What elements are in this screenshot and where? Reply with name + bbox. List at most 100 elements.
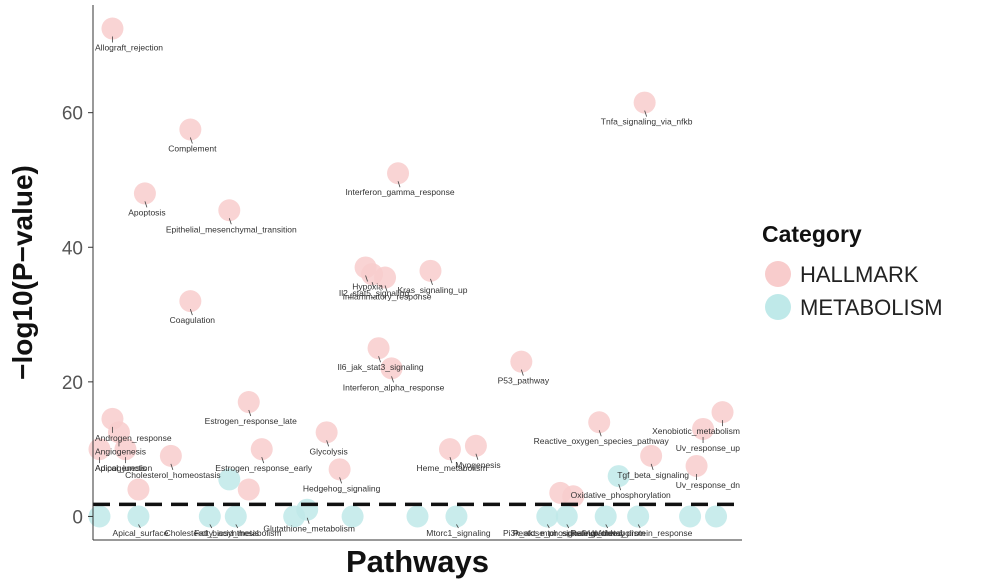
y-axis-title: −log10(P−value): [7, 165, 38, 380]
point-hallmark-22: [114, 438, 137, 461]
point-hallmark-8: [374, 266, 397, 289]
label-leader-hallmark-6: [365, 275, 368, 282]
point-hallmark-31: [127, 478, 150, 501]
point-label-metabolism-11: Pentose_phosphate_pathway: [513, 528, 626, 538]
legend-key-hallmark: [765, 261, 791, 287]
label-leader-hallmark-25: [449, 457, 453, 464]
point-hallmark-11: [367, 337, 390, 360]
point-label-hallmark-24: Estrogen_response_early: [215, 463, 313, 473]
label-leader-hallmark-29: [339, 477, 342, 484]
legend-label-hallmark: HALLMARK: [800, 262, 919, 287]
y-tick-label-60: 60: [62, 104, 83, 125]
y-tick-label-40: 40: [62, 238, 83, 259]
point-hallmark-26: [464, 434, 487, 457]
point-label-hallmark-28: Uv_response_dn: [676, 480, 741, 490]
point-metabolism-13: [627, 505, 650, 528]
point-metabolism-7: [341, 505, 364, 528]
point-labels-layer: Allograft_rejection Complement Tnfa_signal…: [95, 36, 741, 538]
point-metabolism-12: [607, 465, 630, 488]
point-hallmark-15: [711, 401, 734, 424]
point-label-hallmark-8: Inflammatory_response: [343, 292, 432, 302]
point-metabolism-9: [445, 505, 468, 528]
point-label-metabolism-13: Unfolded_protein_response: [588, 528, 693, 538]
label-leader-hallmark-11: [378, 356, 381, 363]
points-layer: [88, 17, 734, 528]
label-leader-hallmark-5: [397, 181, 401, 188]
point-hallmark-21: [88, 438, 111, 461]
point-label-hallmark-26: Myogenesis: [455, 460, 500, 470]
point-label-hallmark-6: Hypoxia: [352, 281, 383, 291]
point-label-hallmark-9: Kras_signaling_up: [398, 285, 468, 295]
point-hallmark-13: [510, 350, 533, 373]
point-metabolism-11: [555, 505, 578, 528]
point-label-hallmark-17: Angiogenesis: [95, 446, 146, 456]
label-leader-hallmark-4: [228, 218, 232, 225]
point-metabolism-16: [705, 505, 728, 528]
y-tick-label-0: 0: [72, 507, 83, 528]
point-metabolism-4: [224, 505, 247, 528]
label-leader-metabolism-9: [456, 524, 459, 529]
point-label-hallmark-18: Reactive_oxygen_species_pathway: [534, 436, 670, 446]
label-leader-metabolism-11: [566, 524, 570, 529]
label-leader-hallmark-1: [189, 137, 193, 144]
point-hallmark-14: [237, 391, 260, 414]
point-label-hallmark-12: Interferon_alpha_response: [343, 382, 445, 392]
point-hallmark-24: [250, 438, 273, 461]
label-leader-hallmark-14: [248, 409, 252, 417]
x-axis-title: Pathways: [346, 544, 489, 579]
label-leader-hallmark-10: [189, 308, 193, 316]
legend-key-metabolism: [765, 294, 791, 320]
label-leader-hallmark-27: [650, 463, 654, 471]
point-hallmark-5: [387, 162, 410, 185]
point-label-hallmark-23: Cholesterol_homeostasis: [125, 470, 220, 480]
point-label-hallmark-16: Androgen_response: [95, 433, 172, 443]
point-hallmark-19: [692, 417, 715, 440]
point-hallmark-1: [179, 118, 202, 141]
point-metabolism-6: [283, 505, 306, 528]
label-leader-metabolism-3: [209, 524, 213, 529]
point-metabolism-0: [88, 505, 111, 528]
point-hallmark-28: [685, 454, 708, 477]
point-hallmark-27: [640, 444, 663, 467]
legend-title: Category: [762, 221, 862, 247]
label-leader-hallmark-24: [261, 457, 265, 464]
point-metabolism-3: [198, 505, 221, 528]
point-hallmark-12: [380, 357, 403, 380]
label-leader-hallmark-26: [475, 453, 479, 460]
point-metabolism-10: [536, 505, 559, 528]
point-label-hallmark-21: Adipogenesis: [95, 463, 146, 473]
legend-label-metabolism: METABOLISM: [800, 295, 943, 320]
label-leader-hallmark-8: [384, 285, 388, 292]
label-leader-hallmark-23: [170, 463, 174, 471]
label-leader-metabolism-14: [605, 524, 609, 529]
legend: Category HALLMARK METABOLISM: [762, 221, 943, 320]
point-metabolism-2: [218, 468, 241, 491]
label-leader-metabolism-5: [306, 517, 310, 524]
point-label-hallmark-27: Tgf_beta_signaling: [617, 470, 689, 480]
point-label-hallmark-13: P53_pathway: [498, 376, 550, 386]
point-label-hallmark-3: Apoptosis: [128, 207, 165, 217]
label-leader-hallmark-2: [644, 110, 648, 117]
point-label-metabolism-14: Retinol_metabolism: [570, 528, 645, 538]
point-label-hallmark-15: Xenobiotic_metabolism: [652, 426, 740, 436]
y-ticks: 0 20 40 60: [62, 104, 93, 528]
point-metabolism-14: [594, 505, 617, 528]
point-label-metabolism-10: Pi3k_akt_mtor_signaling: [503, 528, 596, 538]
point-hallmark-20: [315, 421, 338, 444]
point-hallmark-33: [562, 485, 585, 508]
label-leader-metabolism-10: [546, 524, 550, 529]
point-hallmark-0: [101, 17, 124, 40]
label-leader-hallmark-3: [144, 201, 148, 208]
label-leader-hallmark-7: [371, 282, 375, 289]
label-leader-hallmark-12: [391, 376, 394, 383]
point-label-hallmark-2: Tnfa_signaling_via_nfkb: [601, 117, 693, 127]
point-hallmark-23: [159, 444, 182, 467]
point-hallmark-9: [419, 259, 442, 282]
point-label-hallmark-0: Allograft_rejection: [95, 43, 163, 53]
point-hallmark-3: [133, 182, 156, 205]
point-label-hallmark-7: Il2_stat5_signaling: [339, 288, 410, 298]
point-hallmark-2: [633, 91, 656, 114]
point-hallmark-10: [179, 290, 202, 313]
point-metabolism-8: [406, 505, 429, 528]
point-label-hallmark-22: Apical_junction: [95, 463, 152, 473]
